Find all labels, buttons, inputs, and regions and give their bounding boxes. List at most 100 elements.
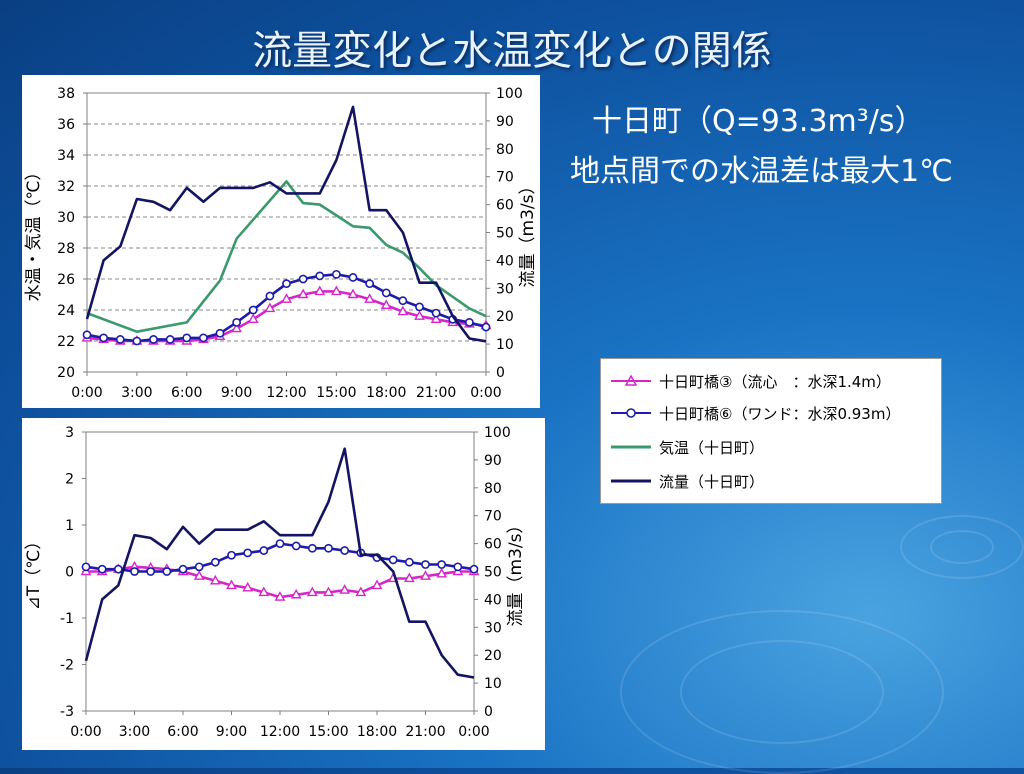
series-b-point: [115, 335, 125, 344]
y2-tick-label: 50: [484, 565, 502, 581]
y-tick-label: -2: [60, 658, 74, 674]
subtitle-line1: 十日町（Q=93.3m³/s）: [592, 104, 925, 139]
legend-item-air-temp: 気温（十日町）: [611, 435, 764, 459]
x-tick-label: 21:00: [405, 724, 445, 740]
series-b-point: [162, 567, 172, 576]
chart-legend: 十日町橋③（流心 ：水深1.4m） 十日町橋⑥（ワンド：水深0.93m） 気温（…: [600, 358, 942, 504]
series-a-point: [330, 285, 342, 296]
series-b-point: [315, 271, 325, 281]
series-b-point: [227, 550, 236, 560]
series-a-point: [274, 591, 286, 601]
x-tick-label: 15:00: [308, 724, 348, 740]
series-a-point: [290, 588, 302, 599]
legend-item-series-b: 十日町橋⑥（ワンド：水深0.93m）: [611, 401, 900, 425]
series-a-point: [314, 285, 326, 296]
series-b-point: [259, 546, 269, 555]
x-tick-label: 6:00: [171, 385, 202, 401]
y2-tick-label: 80: [496, 142, 514, 158]
series-b-point: [178, 564, 188, 574]
legend-label: 十日町橋③（流心 ：水深1.4m）: [659, 372, 891, 391]
series-b-point: [82, 330, 92, 340]
x-tick-label: 0:00: [71, 385, 102, 401]
y-tick-label: 26: [57, 272, 75, 288]
flow-line: [85, 105, 487, 343]
x-tick-label: 15:00: [316, 385, 356, 401]
water-ripple-decoration: [900, 515, 1024, 579]
y2-tick-label: 30: [496, 281, 514, 297]
series-b-point: [453, 562, 463, 572]
y-tick-label: 24: [57, 303, 75, 319]
y2-tick-label: 60: [484, 537, 502, 553]
y-axis-label: ⊿T（℃）: [24, 533, 44, 611]
series-a-point: [209, 574, 221, 585]
series-b-point: [365, 279, 375, 289]
series-a-point: [347, 288, 359, 299]
series-b-point: [398, 296, 408, 306]
series-b-point: [469, 564, 479, 574]
y-tick-label: -1: [60, 611, 74, 627]
y-tick-label: 2: [65, 472, 74, 488]
y2-tick-label: 80: [484, 481, 502, 497]
series-b-point: [132, 336, 142, 346]
series-b-point: [481, 322, 491, 332]
series-a-point: [247, 313, 259, 324]
y-tick-label: 28: [57, 241, 75, 257]
y-tick-label: 32: [57, 179, 75, 195]
x-tick-label: 0:00: [470, 385, 501, 401]
x-tick-label: 9:00: [221, 385, 252, 401]
y2-axis-label: 流量（m3/s）: [518, 178, 538, 288]
series-b-point: [404, 557, 414, 567]
slide-title: 流量変化と水温変化との関係: [252, 28, 772, 74]
x-tick-label: 9:00: [216, 724, 247, 740]
water-ripple-decoration: [620, 610, 944, 774]
legend-swatch-circle-icon: [611, 408, 651, 418]
series-b-point: [248, 305, 258, 315]
legend-swatch-line-icon: [611, 445, 651, 449]
series-b-point: [194, 562, 204, 572]
series-b-point: [165, 335, 175, 344]
series-b-point: [307, 543, 317, 553]
series-b-point: [340, 546, 350, 555]
series-b-point: [348, 273, 358, 282]
series-b-point: [149, 335, 158, 344]
legend-label: 流量（十日町）: [659, 472, 765, 491]
series-b-point: [298, 274, 308, 284]
y2-tick-label: 0: [496, 365, 505, 381]
y-tick-label: 3: [65, 425, 74, 441]
series-a-point: [430, 313, 442, 324]
x-tick-label: 3:00: [121, 385, 152, 401]
y-tick-label: 0: [65, 565, 74, 581]
x-tick-label: 0:00: [70, 724, 101, 740]
series-b-point: [431, 308, 441, 318]
legend-item-series-a: 十日町橋③（流心 ：水深1.4m）: [611, 369, 891, 393]
y2-tick-label: 90: [496, 114, 514, 130]
flow-line: [84, 447, 475, 679]
series-b-point: [81, 562, 91, 572]
y2-tick-label: 20: [484, 648, 502, 664]
series-b-point: [146, 567, 156, 576]
series-b-point: [464, 317, 474, 327]
series-b-point: [243, 548, 253, 558]
series-a-point: [264, 302, 276, 313]
legend-swatch-triangle-icon: [611, 374, 651, 386]
y-tick-label: 30: [57, 210, 75, 226]
series-b-point: [215, 328, 225, 338]
legend-label: 十日町橋⑥（ワンド：水深0.93m）: [659, 404, 901, 423]
series-b-point: [232, 317, 242, 327]
series-a-point: [403, 572, 415, 583]
legend-label: 気温（十日町）: [659, 438, 765, 457]
y-tick-label: 22: [57, 334, 75, 350]
y2-tick-label: 40: [496, 253, 514, 269]
y-tick-label: -3: [60, 704, 74, 720]
x-tick-label: 12:00: [266, 385, 306, 401]
subtitle-line2: 地点間での水温差は最大1℃: [570, 154, 953, 189]
x-tick-label: 18:00: [357, 724, 397, 740]
y2-axis-label: 流量（m3/s）: [506, 517, 526, 627]
series-b-point: [282, 279, 291, 289]
y2-tick-label: 20: [496, 309, 514, 325]
series-a-point: [226, 579, 237, 590]
series-a-point: [364, 293, 376, 303]
series-a-point: [231, 322, 243, 333]
series-a-point: [193, 570, 205, 580]
y2-tick-label: 100: [484, 425, 511, 441]
